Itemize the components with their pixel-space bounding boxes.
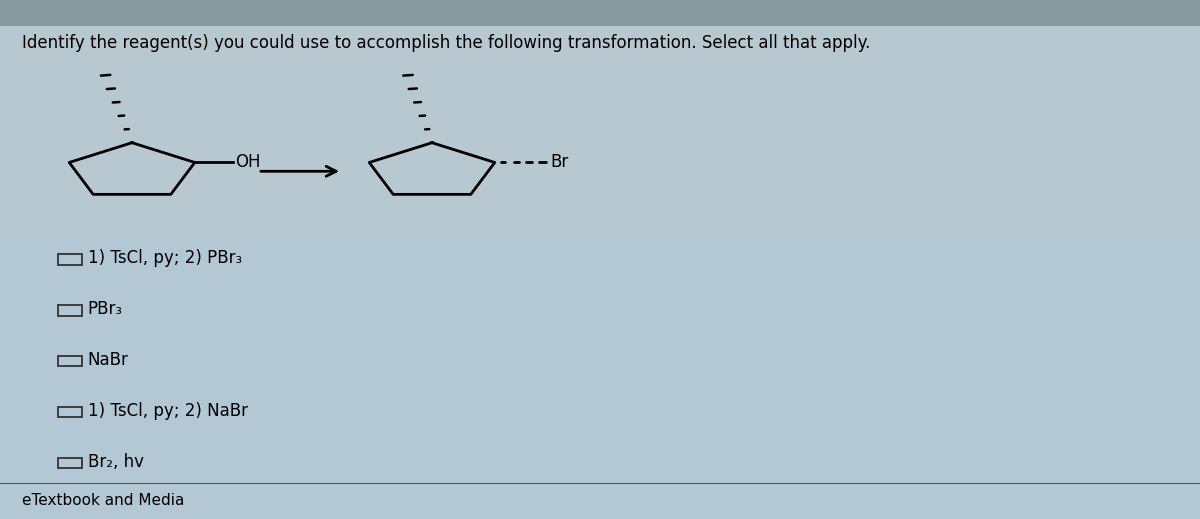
Text: eTextbook and Media: eTextbook and Media — [22, 494, 184, 508]
FancyBboxPatch shape — [0, 234, 1200, 519]
Text: OH: OH — [235, 154, 262, 171]
Text: Identify the reagent(s) you could use to accomplish the following transformation: Identify the reagent(s) you could use to… — [22, 34, 870, 52]
Text: 1) TsCl, py; 2) NaBr: 1) TsCl, py; 2) NaBr — [88, 402, 247, 420]
Text: NaBr: NaBr — [88, 351, 128, 369]
Text: Br₂, hv: Br₂, hv — [88, 453, 144, 471]
Text: Br: Br — [550, 154, 569, 171]
Text: 1) TsCl, py; 2) PBr₃: 1) TsCl, py; 2) PBr₃ — [88, 250, 241, 267]
FancyBboxPatch shape — [0, 0, 1200, 26]
Text: PBr₃: PBr₃ — [88, 301, 122, 318]
